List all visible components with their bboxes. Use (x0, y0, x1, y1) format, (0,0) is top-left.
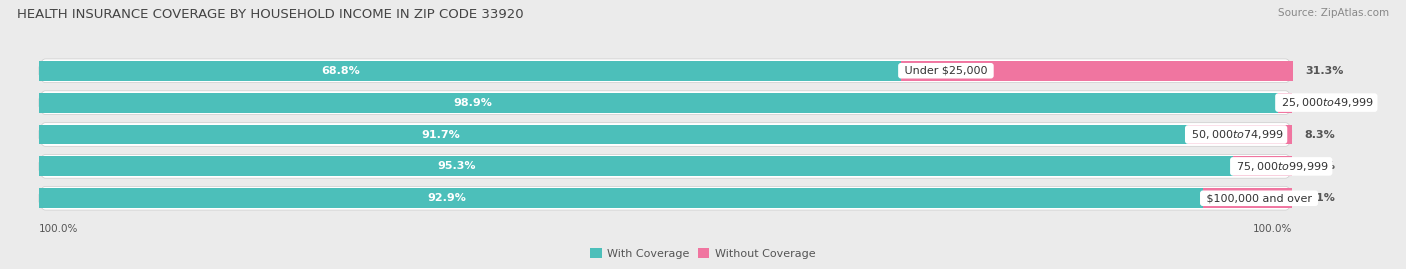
Bar (39, 125, 1188, 144)
Text: 8.3%: 8.3% (1305, 129, 1336, 140)
Text: 4.7%: 4.7% (1305, 161, 1336, 171)
Bar (1278, 93, 1292, 112)
Bar (1233, 157, 1292, 176)
Text: Under $25,000: Under $25,000 (901, 66, 991, 76)
Text: $25,000 to $49,999: $25,000 to $49,999 (1278, 96, 1375, 109)
Text: 31.3%: 31.3% (1306, 66, 1344, 76)
Text: 100.0%: 100.0% (39, 224, 79, 234)
Text: 1.1%: 1.1% (1305, 98, 1336, 108)
FancyBboxPatch shape (39, 59, 1292, 83)
FancyBboxPatch shape (39, 155, 1292, 178)
Text: 98.9%: 98.9% (453, 98, 492, 108)
FancyBboxPatch shape (39, 123, 1292, 146)
Text: HEALTH INSURANCE COVERAGE BY HOUSEHOLD INCOME IN ZIP CODE 33920: HEALTH INSURANCE COVERAGE BY HOUSEHOLD I… (17, 8, 523, 21)
Text: Source: ZipAtlas.com: Source: ZipAtlas.com (1278, 8, 1389, 18)
Text: 95.3%: 95.3% (437, 161, 477, 171)
Bar (1188, 125, 1292, 144)
Text: 92.9%: 92.9% (427, 193, 465, 203)
Legend: With Coverage, Without Coverage: With Coverage, Without Coverage (586, 244, 820, 263)
Text: 7.1%: 7.1% (1305, 193, 1336, 203)
Text: $50,000 to $74,999: $50,000 to $74,999 (1188, 128, 1285, 141)
FancyBboxPatch shape (39, 186, 1292, 210)
Text: 100.0%: 100.0% (1253, 224, 1292, 234)
Text: 68.8%: 68.8% (322, 66, 360, 76)
Text: $100,000 and over: $100,000 and over (1202, 193, 1315, 203)
Text: $75,000 to $99,999: $75,000 to $99,999 (1233, 160, 1330, 173)
Bar (39, 93, 1278, 112)
FancyBboxPatch shape (39, 91, 1292, 114)
Bar (39, 61, 901, 81)
Bar (39, 157, 1233, 176)
Bar (39, 188, 1202, 208)
Bar (901, 61, 1294, 81)
Text: 91.7%: 91.7% (422, 129, 461, 140)
Bar (1202, 188, 1292, 208)
